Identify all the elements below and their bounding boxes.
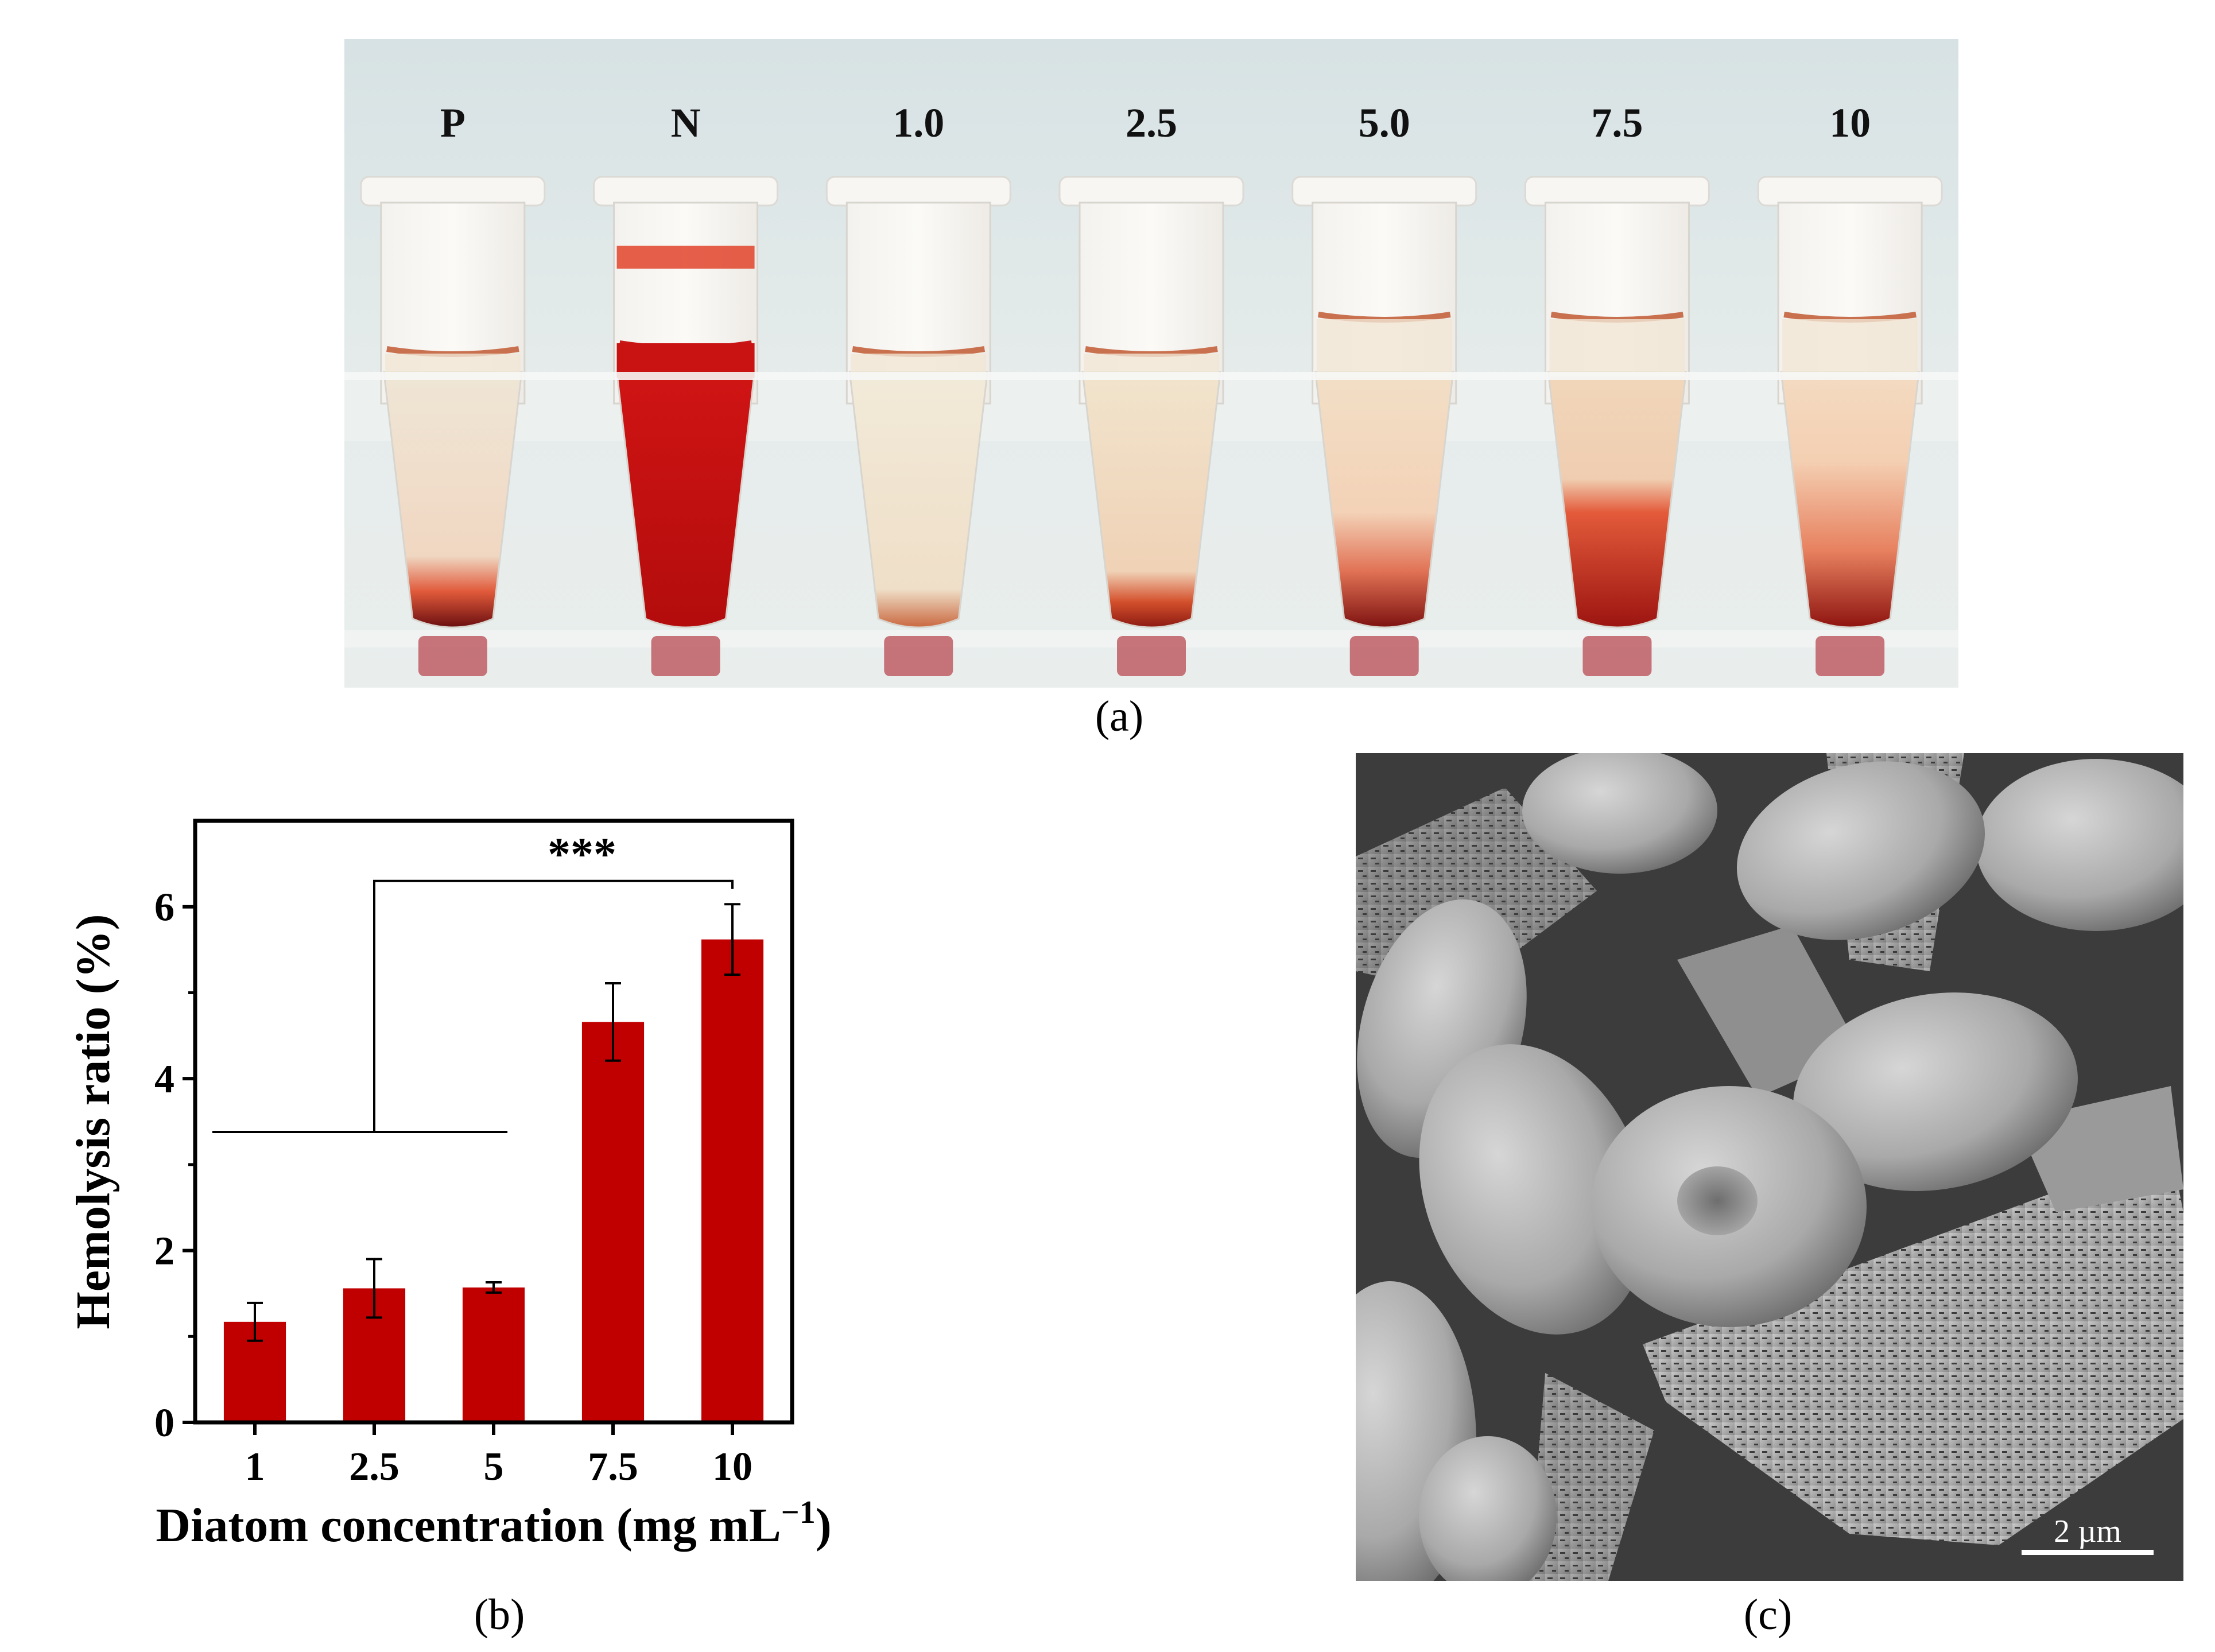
red-blood-cell xyxy=(1419,1436,1557,1581)
tube-label: 7.5 xyxy=(1591,100,1643,146)
x-tick-label: 7.5 xyxy=(588,1445,638,1489)
red-blood-cell xyxy=(1522,753,1717,874)
error-bar-5 xyxy=(486,1281,502,1294)
significance-bracket xyxy=(373,879,734,1132)
panel-a-caption: (a) xyxy=(1095,692,1144,740)
tube-label: 10 xyxy=(1829,100,1871,146)
y-tick-label: 6 xyxy=(154,886,174,930)
sample-tube xyxy=(1757,176,1943,676)
x-tick-label: 1 xyxy=(245,1445,265,1489)
sample-tube xyxy=(1291,176,1477,676)
tube-label: 5.0 xyxy=(1359,100,1410,146)
x-axis-label-main: Diatom concentration (mg mL xyxy=(156,1499,781,1552)
x-tick-label: 2.5 xyxy=(349,1445,399,1489)
error-bar-1 xyxy=(247,1301,263,1342)
rack-front-edge xyxy=(344,372,1958,380)
significance-label: *** xyxy=(548,829,616,880)
y-tick-label: 4 xyxy=(154,1057,174,1102)
tube-label: 1.0 xyxy=(893,100,944,146)
tube-label: P xyxy=(440,100,466,146)
scale-bar xyxy=(2022,1550,2154,1555)
scale-bar-label: 2 µm xyxy=(2054,1514,2121,1549)
bar-10 xyxy=(701,939,764,1422)
diatom-frustule-main xyxy=(1643,1149,2183,1545)
sample-tube xyxy=(593,176,779,676)
sample-tube xyxy=(1524,176,1710,676)
y-tick-label: 2 xyxy=(154,1230,174,1274)
sample-tube xyxy=(1058,176,1244,676)
error-bar-10 xyxy=(724,903,740,976)
x-tick-label: 10 xyxy=(712,1445,752,1489)
x-axis-label-superscript: −1 xyxy=(781,1495,816,1530)
tube-label: N xyxy=(671,100,701,146)
red-blood-cell xyxy=(1736,761,1985,940)
sample-tube xyxy=(825,176,1011,676)
red-blood-cell xyxy=(1793,992,2078,1191)
tube-label: 2.5 xyxy=(1126,100,1177,146)
y-axis-label: Hemolysis ratio (%) xyxy=(69,914,120,1329)
hemolysis-tube-photo: P N 1.0 2.5 5.0 7.5 10 xyxy=(344,39,1958,688)
bar-5 xyxy=(462,1287,525,1422)
red-blood-cell xyxy=(1976,759,2183,931)
red-blood-cell-dimple xyxy=(1677,1166,1758,1235)
error-bar-2.5 xyxy=(366,1258,382,1319)
y-tick-label: 0 xyxy=(154,1401,174,1445)
panel-c-caption: (c) xyxy=(1743,1591,1793,1639)
x-axis-label: Diatom concentration (mg mL−1) xyxy=(156,1495,831,1552)
x-axis-label-close: ) xyxy=(816,1499,832,1552)
x-tick-label: 5 xyxy=(484,1445,504,1489)
bar-7.5 xyxy=(581,1022,645,1422)
sem-micrograph: 2 µm xyxy=(1356,753,2183,1581)
panel-b-caption: (b) xyxy=(474,1591,525,1639)
error-bar-7.5 xyxy=(605,982,621,1062)
diatom-frustule-left xyxy=(1528,1373,1654,1581)
red-blood-cell xyxy=(1419,1044,1648,1335)
